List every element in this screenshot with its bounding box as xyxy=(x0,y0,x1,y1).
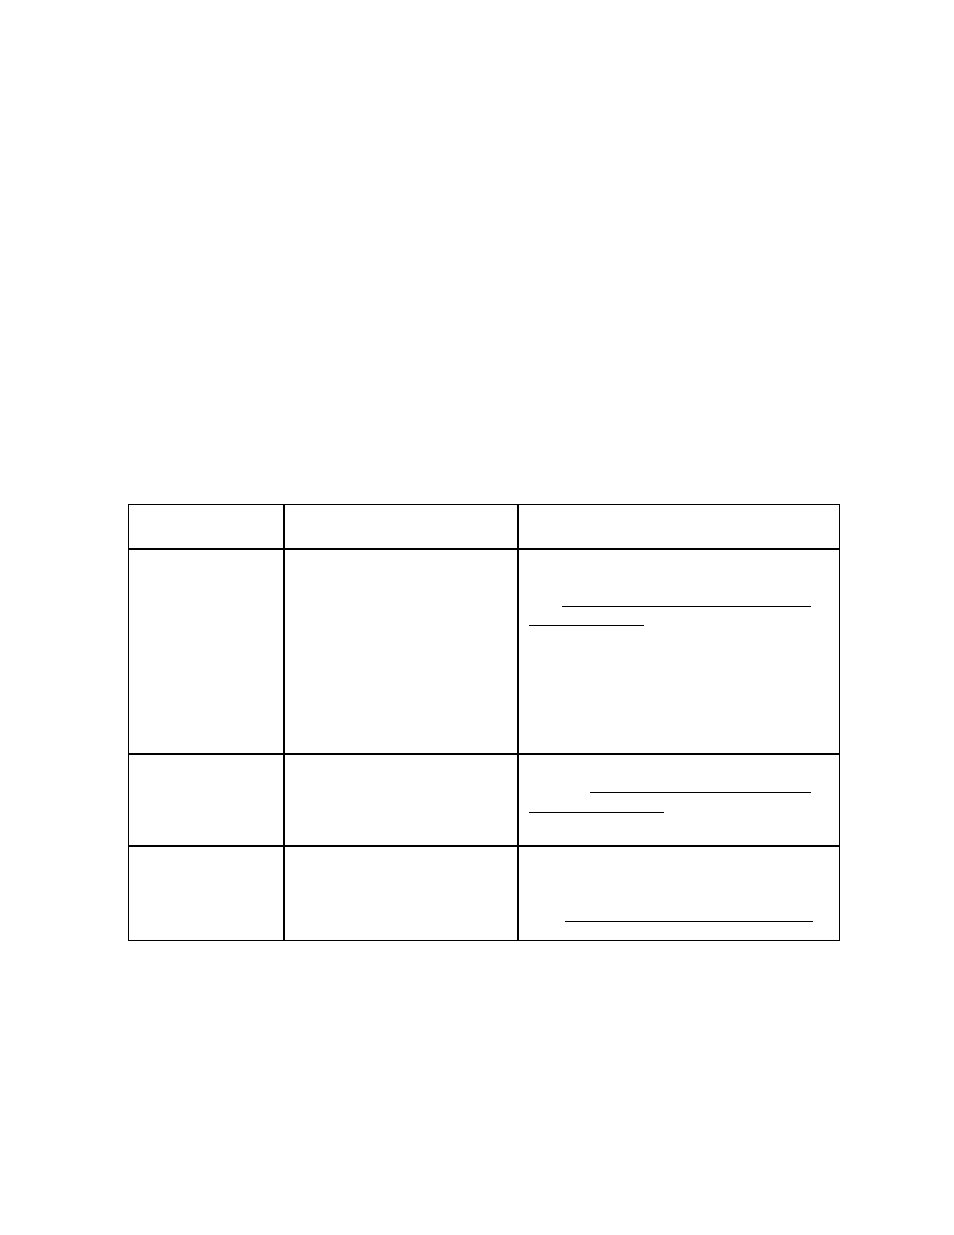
table-cell xyxy=(284,549,518,754)
table-cell xyxy=(518,754,840,846)
table-cell xyxy=(128,549,284,754)
text-underline xyxy=(529,940,621,941)
text-underline xyxy=(565,921,813,922)
table-cell xyxy=(518,846,840,941)
text-underline xyxy=(562,606,811,607)
table-cell xyxy=(128,846,284,941)
text-underline xyxy=(590,792,811,793)
table-cell xyxy=(284,504,518,549)
table-cell xyxy=(284,754,518,846)
table-cell xyxy=(518,504,840,549)
text-underline xyxy=(529,625,644,626)
table-cell xyxy=(128,504,284,549)
table-cell xyxy=(518,549,840,754)
table-cell xyxy=(284,846,518,941)
table-cell xyxy=(128,754,284,846)
text-underline xyxy=(529,812,664,813)
